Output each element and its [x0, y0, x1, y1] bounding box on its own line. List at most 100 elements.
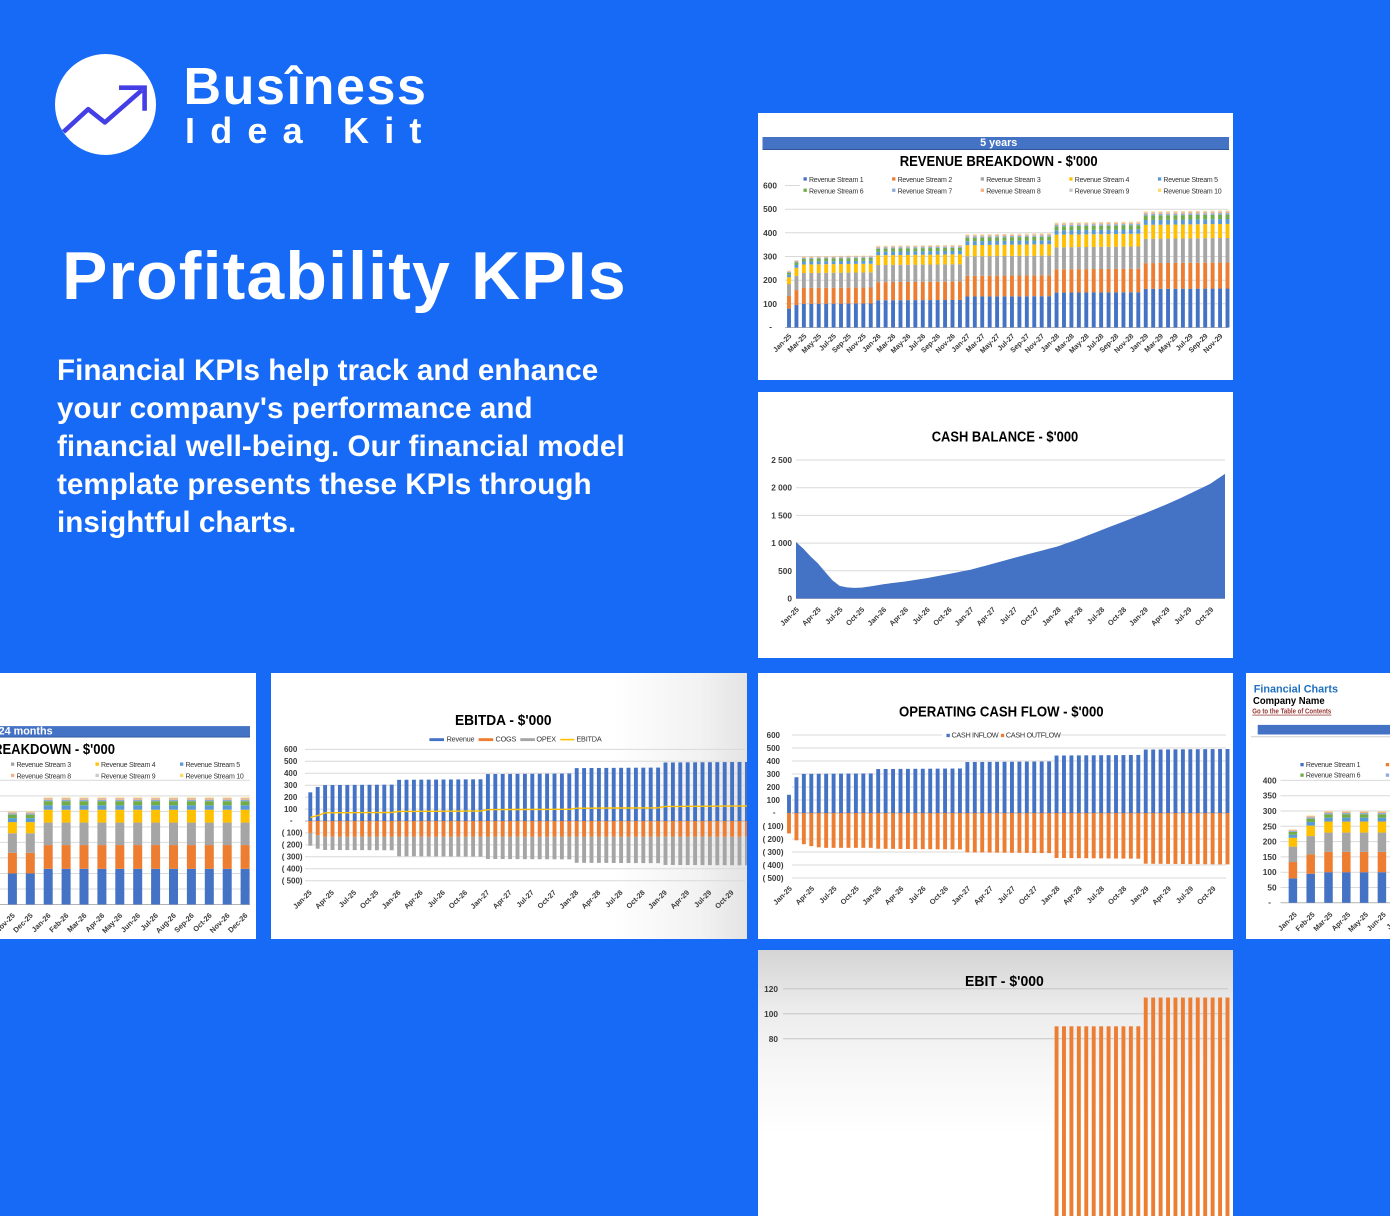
svg-text:( 200): ( 200) — [763, 835, 784, 844]
svg-text:Apr-25: Apr-25 — [800, 605, 823, 628]
svg-text:OPERATING CASH FLOW - $'000: OPERATING CASH FLOW - $'000 — [899, 705, 1104, 721]
svg-text:300: 300 — [284, 781, 298, 790]
svg-text:Oct-29: Oct-29 — [713, 888, 735, 910]
svg-text:Jan-25: Jan-25 — [291, 888, 314, 911]
svg-text:350: 350 — [1263, 791, 1277, 801]
svg-text:500: 500 — [284, 757, 298, 766]
svg-text:( 500): ( 500) — [282, 877, 303, 886]
svg-text:Revenue Stream 9: Revenue Stream 9 — [101, 774, 156, 781]
svg-text:Apr-29: Apr-29 — [1149, 605, 1172, 628]
svg-text:Revenue Stream 5: Revenue Stream 5 — [1163, 177, 1218, 184]
svg-text:Oct-25: Oct-25 — [844, 605, 866, 627]
svg-text:REVENUE BREAKDOWN - $'000: REVENUE BREAKDOWN - $'000 — [900, 154, 1098, 170]
svg-text:Oct-28: Oct-28 — [624, 888, 646, 910]
svg-text:Revenue Stream 4: Revenue Stream 4 — [1075, 177, 1130, 184]
svg-text:OPEX: OPEX — [536, 735, 556, 744]
svg-text:-: - — [769, 322, 772, 332]
svg-text:Jul-26: Jul-26 — [906, 884, 927, 905]
svg-text:100: 100 — [763, 299, 777, 309]
svg-text:Revenue Stream 8: Revenue Stream 8 — [17, 774, 72, 781]
svg-text:Apr-27: Apr-27 — [491, 888, 514, 911]
svg-text:Apr-27: Apr-27 — [974, 605, 997, 628]
svg-text:( 400): ( 400) — [282, 865, 303, 874]
svg-text:Jul-26: Jul-26 — [911, 605, 932, 626]
svg-text:500: 500 — [767, 744, 781, 753]
svg-text:Apr-28: Apr-28 — [1061, 884, 1084, 907]
svg-text:Jan-27: Jan-27 — [950, 884, 973, 907]
svg-text:Apr-25: Apr-25 — [313, 888, 336, 911]
svg-text:100: 100 — [764, 1009, 778, 1019]
svg-text:Jan-26: Jan-26 — [860, 884, 883, 907]
svg-text:Apr-26: Apr-26 — [883, 884, 906, 907]
svg-text:Dec-26: Dec-26 — [226, 911, 250, 935]
svg-text:Jul-29: Jul-29 — [1174, 884, 1195, 905]
svg-text:Jul-28: Jul-28 — [1085, 605, 1106, 626]
svg-text:Jan-29: Jan-29 — [1127, 605, 1150, 628]
svg-text:Dec-25: Dec-25 — [11, 911, 35, 935]
svg-text:Oct-29: Oct-29 — [1195, 884, 1217, 906]
svg-text:Oct-28: Oct-28 — [1106, 884, 1128, 906]
svg-text:-: - — [290, 816, 293, 825]
svg-text:( 500): ( 500) — [763, 874, 784, 883]
svg-text:Jul-25: Jul-25 — [337, 888, 358, 909]
svg-text:300: 300 — [763, 252, 777, 262]
svg-text:2 000: 2 000 — [771, 483, 792, 493]
svg-text:Jul-28: Jul-28 — [603, 888, 624, 909]
svg-text:Jul-25: Jul-25 — [823, 605, 844, 626]
svg-text:250: 250 — [1263, 821, 1277, 831]
svg-text:Go to the Table of Contents: Go to the Table of Contents — [1252, 707, 1331, 716]
svg-text:( 100): ( 100) — [763, 822, 784, 831]
svg-text:24 months: 24 months — [0, 726, 53, 738]
svg-text:2 500: 2 500 — [771, 455, 792, 465]
svg-text:May-26: May-26 — [100, 911, 124, 935]
svg-text:400: 400 — [767, 757, 781, 766]
svg-text:( 100): ( 100) — [282, 829, 303, 838]
svg-text:Revenue Stream 5: Revenue Stream 5 — [186, 762, 241, 769]
svg-text:Jun-26: Jun-26 — [119, 911, 142, 934]
svg-text:EBITDA - $'000: EBITDA - $'000 — [455, 713, 552, 729]
svg-text:Oct-27: Oct-27 — [1017, 884, 1039, 906]
svg-text:300: 300 — [1263, 806, 1277, 816]
svg-text:1 500: 1 500 — [771, 510, 792, 520]
svg-text:Revenue Stream 10: Revenue Stream 10 — [1163, 188, 1221, 195]
svg-text:100: 100 — [284, 805, 298, 814]
svg-text:Apr-28: Apr-28 — [1062, 605, 1085, 628]
svg-text:600: 600 — [767, 731, 781, 740]
svg-text:Jan-29: Jan-29 — [1128, 884, 1151, 907]
svg-text:Jan-28: Jan-28 — [1040, 605, 1063, 628]
svg-text:Revenue Stream 6: Revenue Stream 6 — [1306, 773, 1361, 780]
svg-text:Revenue Stream 4: Revenue Stream 4 — [101, 762, 156, 769]
svg-text:Revenue: Revenue — [447, 735, 475, 744]
svg-text:200: 200 — [1263, 837, 1277, 847]
svg-text:Apr-29: Apr-29 — [668, 888, 691, 911]
svg-text:Jul-26: Jul-26 — [426, 888, 447, 909]
svg-text:Oct-27: Oct-27 — [535, 888, 557, 910]
svg-text:Oct-26: Oct-26 — [931, 605, 953, 627]
svg-text:Oct-26: Oct-26 — [928, 884, 950, 906]
svg-text:Jul-27: Jul-27 — [514, 888, 535, 909]
svg-text:EBITDA: EBITDA — [576, 735, 601, 744]
svg-text:Oct-29: Oct-29 — [1193, 605, 1215, 627]
svg-text:Jul-29: Jul-29 — [692, 888, 713, 909]
svg-text:Jan-25: Jan-25 — [771, 884, 794, 907]
svg-text:( 300): ( 300) — [763, 848, 784, 857]
svg-text:Mar-25: Mar-25 — [1311, 910, 1334, 933]
svg-text:Revenue Stream 1: Revenue Stream 1 — [809, 177, 864, 184]
svg-text:Revenue Stream 2: Revenue Stream 2 — [898, 177, 953, 184]
svg-text:( 400): ( 400) — [763, 861, 784, 870]
svg-text:May-25: May-25 — [1346, 910, 1370, 934]
svg-text:600: 600 — [284, 745, 298, 754]
svg-text:80: 80 — [769, 1034, 779, 1044]
svg-text:Revenue Stream 1: Revenue Stream 1 — [1306, 762, 1361, 769]
svg-text:Revenue Stream 6: Revenue Stream 6 — [809, 188, 864, 195]
svg-text:CASH OUTFLOW: CASH OUTFLOW — [1006, 731, 1061, 740]
svg-text:Oct-27: Oct-27 — [1018, 605, 1040, 627]
svg-text:CASH INFLOW: CASH INFLOW — [952, 731, 999, 740]
svg-text:100: 100 — [1263, 867, 1277, 877]
svg-text:Jul-28: Jul-28 — [1085, 884, 1106, 905]
svg-text:Jan-26: Jan-26 — [380, 888, 403, 911]
svg-text:100: 100 — [767, 796, 781, 805]
svg-text:Revenue Stream 3: Revenue Stream 3 — [17, 762, 72, 769]
svg-text:500: 500 — [778, 566, 792, 576]
svg-text:COGS: COGS — [496, 735, 517, 744]
